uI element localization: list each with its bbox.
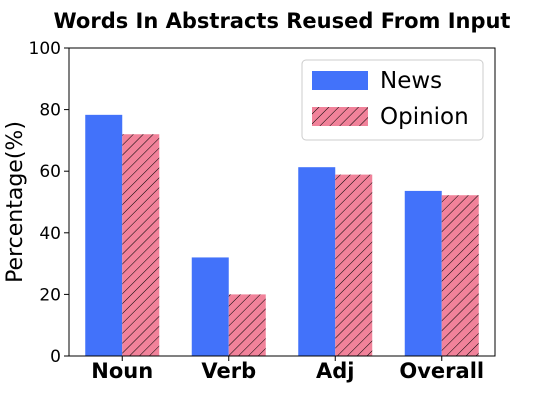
y-tick-label-0: 0 <box>50 347 61 367</box>
bars-layer <box>85 114 479 356</box>
bar-news-adj <box>298 167 336 356</box>
legend-swatch-opinion <box>312 107 368 126</box>
bar-opinion-overall <box>441 195 479 356</box>
legend-label-news: News <box>380 68 442 94</box>
bar-news-verb <box>191 257 229 356</box>
x-tick-label-adj: Adj <box>316 359 354 383</box>
bar-news-overall <box>404 190 442 356</box>
chart-title: Words In Abstracts Reused From Input <box>54 9 511 33</box>
y-tick-label-40: 40 <box>39 224 61 244</box>
legend-label-opinion: Opinion <box>380 104 469 130</box>
plot-frame <box>68 47 496 357</box>
y-axis-label: Percentage(%) <box>3 121 28 283</box>
x-tick-label-noun: Noun <box>91 359 153 383</box>
bar-news-noun <box>85 114 123 356</box>
legend-swatch-news <box>312 71 368 90</box>
ticks-layer: Noun Verb Adj Overall 0 20 40 60 80 100 <box>29 39 485 383</box>
bar-opinion-adj <box>335 174 373 356</box>
legend: News Opinion <box>301 59 484 141</box>
y-tick-label-60: 60 <box>39 162 61 182</box>
y-tick-label-100: 100 <box>29 39 61 59</box>
x-tick-label-overall: Overall <box>399 359 484 383</box>
y-tick-label-80: 80 <box>39 101 61 121</box>
bar-opinion-verb <box>228 294 266 356</box>
x-tick-label-verb: Verb <box>201 359 256 383</box>
bar-opinion-noun <box>122 134 160 356</box>
y-tick-label-20: 20 <box>39 285 61 305</box>
